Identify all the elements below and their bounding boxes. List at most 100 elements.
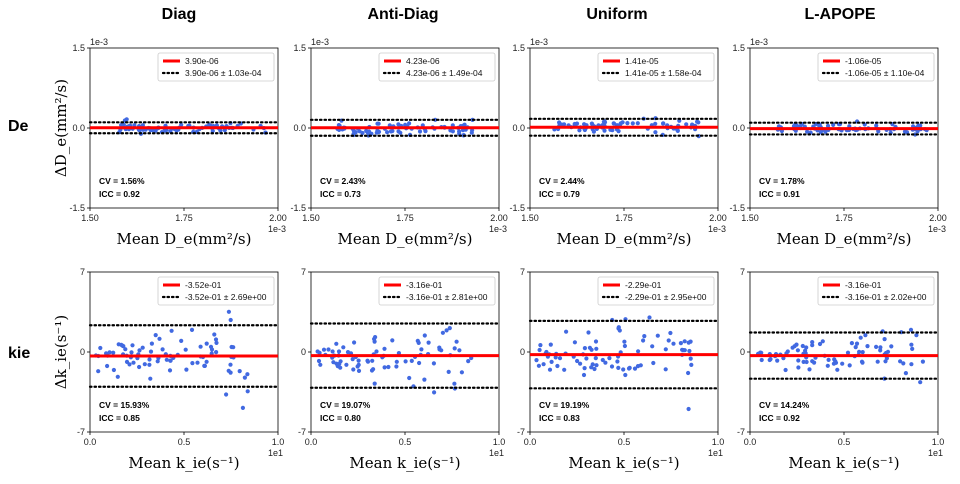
data-point bbox=[602, 119, 607, 124]
legend-loa-label: 3.90e-06 ± 1.03e-04 bbox=[185, 68, 262, 78]
data-point bbox=[448, 128, 453, 133]
x-axis-label: Mean D_e(mm²/s) bbox=[777, 230, 912, 248]
data-point bbox=[621, 367, 626, 372]
data-point bbox=[800, 343, 805, 349]
legend-loa-label: -2.29e-01 ± 2.95e+00 bbox=[625, 292, 707, 302]
legend-box bbox=[817, 276, 935, 306]
data-point bbox=[536, 363, 542, 368]
data-point bbox=[132, 123, 137, 128]
data-point bbox=[351, 367, 356, 372]
data-point bbox=[833, 359, 838, 364]
data-point bbox=[901, 361, 906, 366]
data-point bbox=[316, 358, 322, 364]
legend-box bbox=[817, 52, 935, 82]
data-point bbox=[807, 367, 812, 372]
data-point bbox=[826, 357, 831, 362]
data-point bbox=[547, 367, 553, 372]
data-point bbox=[375, 128, 380, 133]
data-point bbox=[153, 128, 158, 133]
row-label-kie: kie bbox=[8, 345, 31, 362]
data-point bbox=[242, 375, 247, 380]
scatter-points bbox=[534, 315, 694, 412]
x-tick-label: 1.50 bbox=[521, 213, 539, 223]
data-point bbox=[796, 358, 801, 363]
cv-annotation: CV = 19.07% bbox=[320, 400, 371, 410]
data-point bbox=[840, 361, 845, 366]
icc-annotation: ICC = 0.79 bbox=[539, 189, 580, 199]
data-point bbox=[557, 356, 563, 361]
x-tick-label: 2.00 bbox=[490, 213, 508, 223]
x-offset-label: 1e-3 bbox=[708, 224, 726, 234]
data-point bbox=[651, 360, 656, 366]
x-tick-label: 2.00 bbox=[269, 213, 287, 223]
data-point bbox=[444, 328, 449, 333]
data-point bbox=[396, 122, 401, 127]
data-point bbox=[562, 122, 567, 127]
data-point bbox=[228, 317, 233, 323]
legend-box bbox=[597, 52, 715, 82]
data-point bbox=[356, 358, 361, 363]
data-point bbox=[459, 370, 464, 375]
data-point bbox=[589, 347, 594, 352]
data-point bbox=[226, 309, 231, 314]
data-point bbox=[603, 360, 608, 365]
data-point bbox=[350, 357, 355, 362]
y-tick-label: 1.5 bbox=[512, 43, 525, 53]
cv-annotation: CV = 15.93% bbox=[99, 400, 150, 410]
column-title-l-apope: L-APOPE bbox=[804, 6, 876, 23]
data-point bbox=[878, 345, 883, 350]
data-point bbox=[548, 342, 553, 347]
y-tick-label: 1.5 bbox=[72, 43, 85, 53]
data-point bbox=[562, 367, 567, 372]
data-point bbox=[898, 359, 903, 364]
data-point bbox=[810, 340, 815, 345]
data-point bbox=[647, 315, 652, 320]
data-point bbox=[671, 341, 676, 346]
data-point bbox=[878, 348, 883, 353]
data-point bbox=[623, 372, 628, 378]
y-axis-label: ΔD_e(mm²/s) bbox=[52, 79, 70, 177]
data-point bbox=[147, 357, 152, 362]
data-point bbox=[388, 129, 394, 134]
data-point bbox=[804, 359, 809, 365]
data-point bbox=[847, 363, 852, 368]
y-tick-label: 0 bbox=[520, 347, 525, 357]
data-point bbox=[622, 339, 627, 344]
data-point bbox=[853, 345, 858, 350]
data-point bbox=[860, 350, 865, 355]
data-point bbox=[874, 344, 879, 349]
data-point bbox=[422, 333, 427, 338]
data-point bbox=[375, 121, 380, 126]
data-point bbox=[168, 358, 173, 363]
y-tick-label: 7 bbox=[80, 267, 85, 277]
data-point bbox=[409, 358, 414, 363]
data-point bbox=[564, 329, 569, 334]
data-point bbox=[686, 406, 691, 412]
legend-loa-label: -1.06e-05 ± 1.10e-04 bbox=[845, 68, 925, 78]
data-point bbox=[638, 363, 643, 368]
legend-box bbox=[378, 52, 496, 82]
data-point bbox=[422, 377, 427, 382]
data-point bbox=[341, 345, 346, 350]
data-point bbox=[863, 333, 868, 338]
data-point bbox=[345, 350, 351, 355]
legend-mean-label: -3.52e-01 bbox=[185, 280, 222, 290]
y-tick-label: -1.5 bbox=[290, 203, 306, 213]
y-offset-label: 1e-3 bbox=[530, 37, 548, 47]
data-point bbox=[337, 361, 342, 366]
y-tick-label: 0 bbox=[80, 347, 85, 357]
data-point bbox=[415, 338, 420, 343]
legend-box bbox=[157, 276, 275, 306]
data-point bbox=[678, 341, 684, 346]
x-tick-label: 1.75 bbox=[835, 213, 853, 223]
data-point bbox=[407, 375, 412, 381]
data-point bbox=[457, 348, 462, 353]
data-point bbox=[160, 347, 165, 352]
data-point bbox=[466, 359, 471, 364]
data-point bbox=[804, 345, 809, 350]
y-tick-label: -1.5 bbox=[729, 203, 745, 213]
data-point bbox=[608, 127, 613, 132]
data-point bbox=[875, 359, 880, 364]
